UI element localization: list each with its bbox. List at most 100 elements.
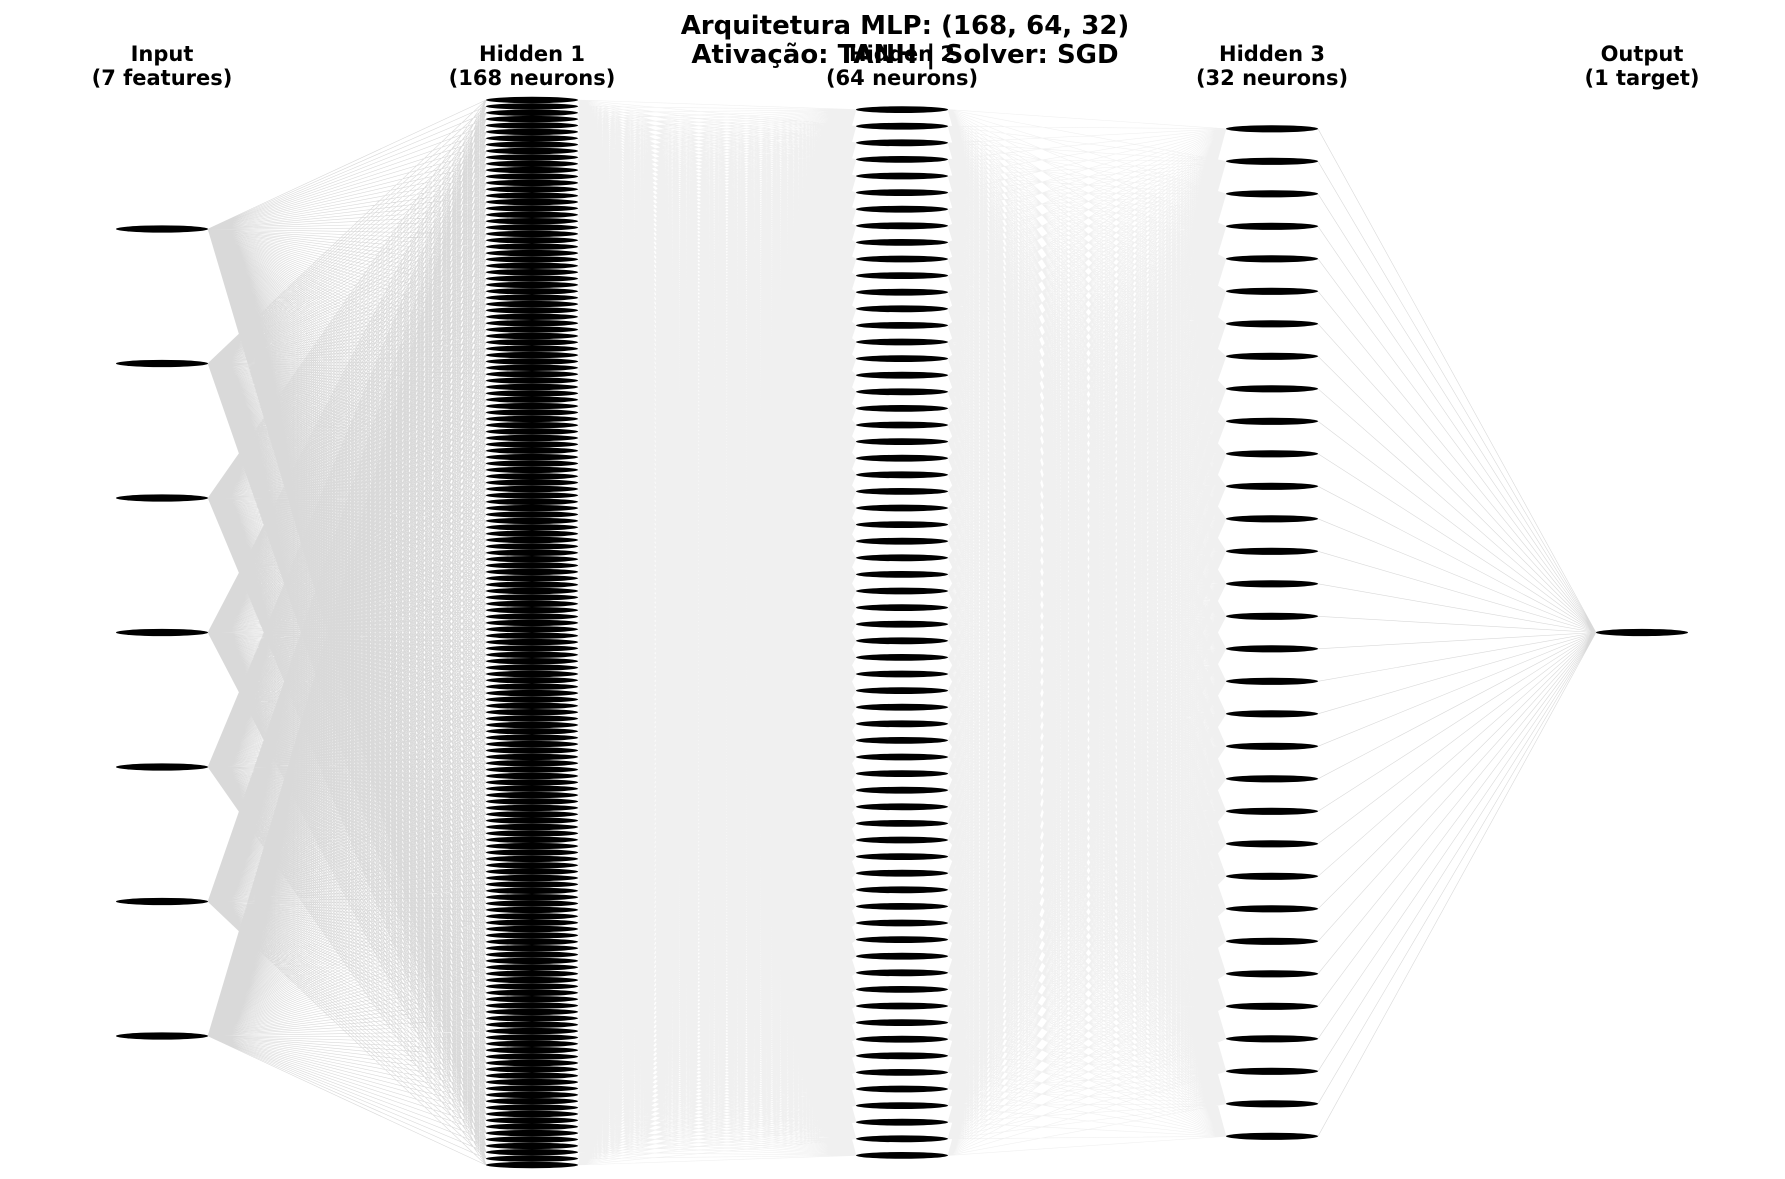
neuron — [486, 740, 578, 748]
neuron — [486, 1129, 578, 1137]
neuron — [856, 305, 948, 313]
neuron — [486, 1136, 578, 1143]
neuron — [1226, 385, 1318, 393]
neuron — [486, 830, 578, 837]
neuron — [486, 154, 578, 161]
neuron — [1226, 450, 1318, 458]
neuron — [116, 763, 208, 771]
neuron — [486, 1091, 578, 1099]
neuron — [486, 1034, 578, 1041]
neuron — [486, 1155, 578, 1162]
neuron — [486, 205, 578, 212]
neuron — [486, 658, 578, 665]
neuron — [486, 677, 578, 684]
neuron — [486, 288, 578, 295]
neuron — [856, 521, 948, 528]
neuron — [856, 405, 948, 412]
neuron — [486, 989, 578, 996]
neuron — [856, 106, 948, 113]
neuron — [856, 687, 948, 694]
connections — [207, 99, 1597, 1166]
neuron — [1226, 157, 1318, 165]
neuron — [856, 205, 948, 213]
neuron — [856, 1002, 948, 1010]
title-line-2: Ativação: TANH | Solver: SGD — [691, 40, 1118, 70]
neuron — [486, 115, 578, 123]
neuron — [856, 571, 948, 578]
neuron — [486, 881, 578, 888]
neuron — [486, 173, 578, 180]
neuron — [1226, 320, 1318, 328]
neuron — [486, 651, 578, 658]
neuron — [856, 1019, 948, 1026]
neuron — [1226, 580, 1318, 588]
neuron — [486, 938, 578, 945]
neuron — [856, 222, 948, 230]
neuron — [486, 1059, 578, 1067]
neuron — [486, 109, 578, 117]
neuron — [486, 709, 578, 716]
neuron — [486, 237, 578, 244]
neuron — [486, 218, 578, 225]
neuron — [486, 364, 578, 371]
neurons — [116, 96, 1688, 1169]
neuron — [486, 135, 578, 142]
neuron — [486, 466, 578, 474]
connections-layer-4-to-5 — [1317, 128, 1597, 1137]
neuron — [486, 734, 578, 741]
neuron — [856, 421, 948, 429]
neuron — [856, 670, 948, 678]
neuron — [856, 388, 948, 396]
neuron — [486, 747, 578, 754]
neuron — [486, 1015, 578, 1022]
neuron — [486, 626, 578, 633]
neuron — [486, 453, 578, 461]
neuron — [486, 772, 578, 780]
neuron — [486, 919, 578, 926]
neuron — [486, 485, 578, 493]
neuron — [1226, 970, 1318, 978]
neuron — [486, 568, 578, 576]
neuron — [856, 853, 948, 860]
neuron — [486, 791, 578, 799]
neuron — [486, 760, 578, 767]
neuron — [486, 1066, 578, 1073]
neuron — [116, 897, 208, 906]
neuron — [486, 269, 578, 276]
neuron — [486, 976, 578, 984]
neuron — [486, 390, 578, 397]
neuron — [486, 817, 578, 824]
neuron — [856, 654, 948, 661]
neuron — [486, 211, 578, 218]
neuron — [856, 272, 948, 279]
neuron — [486, 1040, 578, 1048]
neuron — [1226, 125, 1318, 133]
neuron — [1226, 287, 1318, 295]
neuron — [856, 438, 948, 445]
neuron — [856, 952, 948, 960]
neuron — [486, 275, 578, 282]
neuron — [486, 166, 578, 174]
neuron — [486, 894, 578, 901]
neuron — [486, 179, 578, 187]
neuron — [486, 766, 578, 773]
neuron — [486, 600, 578, 607]
neuron — [486, 823, 578, 831]
neuron — [1596, 628, 1688, 637]
neuron — [486, 581, 578, 588]
neuron — [486, 141, 578, 148]
neuron — [486, 396, 578, 403]
neuron — [856, 504, 948, 512]
neuron — [486, 689, 578, 697]
neuron — [486, 262, 578, 269]
neuron — [1226, 255, 1318, 263]
neuron — [486, 198, 578, 206]
neuron — [486, 1161, 578, 1169]
layer-label-hidden-1: Hidden 1 — [479, 42, 585, 66]
neuron — [486, 128, 578, 136]
neuron — [486, 1008, 578, 1016]
neuron — [486, 1047, 578, 1054]
neuron — [486, 811, 578, 818]
